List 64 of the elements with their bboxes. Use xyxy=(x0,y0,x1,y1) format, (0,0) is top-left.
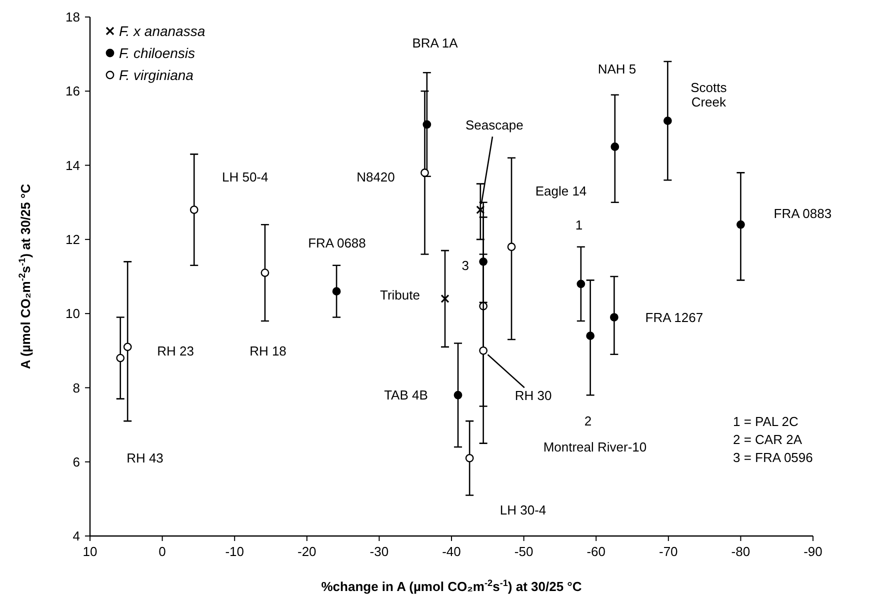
annotation: 2 xyxy=(584,414,592,429)
point xyxy=(610,313,618,322)
point xyxy=(663,116,672,125)
point xyxy=(260,268,270,277)
y-tick-label: 14 xyxy=(66,158,80,173)
point xyxy=(507,242,516,252)
x-tick-label: -80 xyxy=(731,544,750,559)
annotation: FRA 0883 xyxy=(774,206,832,222)
x-tick-label: 10 xyxy=(82,544,98,559)
annotation: FRA 1267 xyxy=(645,310,704,325)
y-tick-label: 16 xyxy=(66,84,80,99)
point xyxy=(576,280,586,288)
annotation: 2 = CAR 2A xyxy=(733,432,802,447)
y-tick-label: 10 xyxy=(66,306,80,322)
x-tick-label: -40 xyxy=(442,544,461,559)
annotation: Seascape xyxy=(466,117,524,132)
annotation: NAH 5 xyxy=(598,62,636,77)
annotation: BRA 1A xyxy=(412,36,458,51)
x-tick-label: -90 xyxy=(804,544,822,559)
annotation: TAB 4B xyxy=(384,388,428,403)
point xyxy=(465,454,474,462)
legend-label: F. x ananassa xyxy=(119,22,206,39)
annotation: N8420 xyxy=(356,169,395,184)
y-tick-label: 8 xyxy=(72,380,80,396)
annotation: Montreal River-10 xyxy=(543,440,647,455)
annotation: RH 43 xyxy=(126,450,164,466)
x-tick-label: 0 xyxy=(158,544,166,559)
annotation: Scotts Creek xyxy=(690,80,728,110)
point xyxy=(586,332,595,340)
x-tick-label: -30 xyxy=(370,544,389,559)
point xyxy=(610,142,620,151)
y-tick-label: 4 xyxy=(72,528,80,544)
annotation: 3 xyxy=(462,258,469,274)
point xyxy=(440,294,450,304)
annotation: 1 = PAL 2C xyxy=(733,414,798,429)
point xyxy=(454,390,462,400)
annotation: RH 30 xyxy=(514,388,552,404)
x-tick-label: -20 xyxy=(298,544,316,559)
x-tick-label: -10 xyxy=(225,544,244,559)
point xyxy=(479,346,488,355)
legend-label: F. virginiana xyxy=(119,66,194,83)
point xyxy=(420,168,429,177)
annotation: FRA 0688 xyxy=(308,236,366,251)
annotation: RH 18 xyxy=(250,344,286,359)
x-tick-label: -50 xyxy=(514,544,534,559)
annotation: LH 30-4 xyxy=(500,502,546,518)
point xyxy=(116,354,125,362)
annotation: 3 = FRA 0596 xyxy=(733,450,813,465)
x-tick-label: -60 xyxy=(586,544,606,559)
y-tick-label: 6 xyxy=(72,454,80,470)
point xyxy=(736,220,745,229)
y-tick-label: 12 xyxy=(66,232,80,247)
point xyxy=(332,287,341,296)
annotation: Tribute xyxy=(380,287,420,302)
legend-label: F. chiloensis xyxy=(119,44,196,61)
point xyxy=(190,206,198,214)
annotation: Eagle 14 xyxy=(535,184,587,199)
annotation: 1 xyxy=(575,218,583,233)
annotation: LH 50-4 xyxy=(222,169,268,184)
y-tick-label: 18 xyxy=(66,10,80,25)
x-tick-label: -70 xyxy=(659,544,678,559)
annotation: RH 23 xyxy=(157,343,194,358)
x-axis-title: %change in A (µmol CO₂m$^{-2}$s$^{-1}$) at 30/25 °C xyxy=(321,578,582,594)
point xyxy=(123,342,132,352)
